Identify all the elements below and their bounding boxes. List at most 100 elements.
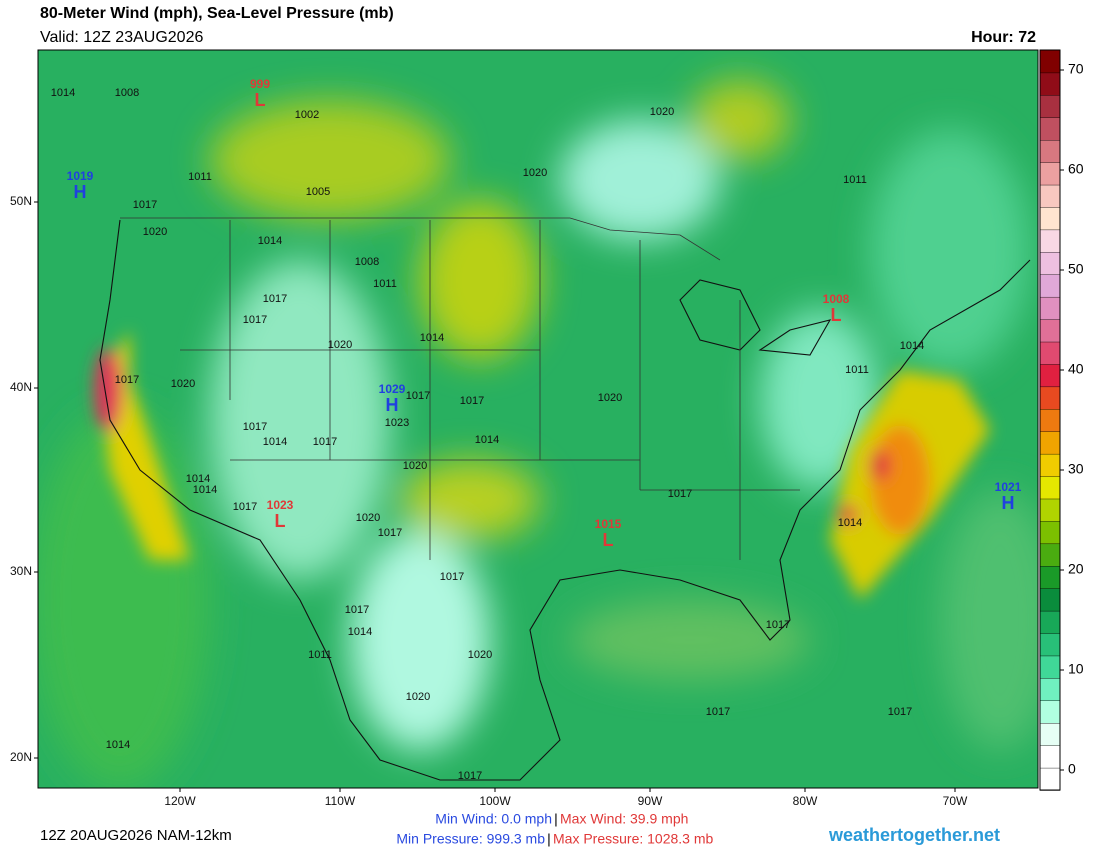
lat-label: 40N	[10, 380, 32, 394]
isobar-label: 1020	[650, 106, 674, 118]
isobar-label: 1008	[355, 256, 379, 268]
colorbar-swatch	[1039, 117, 1061, 141]
isobar-label: 1014	[51, 87, 75, 99]
isobar-label: 1014	[258, 235, 282, 247]
isobar-label: 1017	[766, 619, 790, 631]
colorbar-swatch	[1039, 94, 1061, 118]
isobar-label: 1017	[115, 374, 139, 386]
isobar-label: 1011	[308, 649, 332, 661]
isobar-label: 1017	[263, 293, 287, 305]
colorbar-swatch	[1039, 184, 1061, 208]
colorbar-swatch	[1039, 475, 1061, 500]
colorbar-swatch	[1039, 49, 1061, 74]
lon-label: 80W	[793, 794, 818, 808]
isobar-label: 1005	[306, 186, 330, 198]
isobar-label: 1020	[403, 460, 427, 472]
center-symbol: L	[603, 530, 614, 550]
colorbar-swatch	[1039, 677, 1061, 702]
isobar-label: 1017	[440, 571, 464, 583]
colorbar-tick-label: 30	[1068, 461, 1084, 477]
colorbar-swatch	[1039, 632, 1061, 657]
colorbar-tick-label: 70	[1068, 61, 1084, 77]
isobar-label: 1017	[888, 706, 912, 718]
isobar-label: 1017	[313, 436, 337, 448]
isobar-label: 1011	[188, 171, 212, 183]
center-pressure: 1021	[995, 480, 1022, 494]
colorbar-swatch	[1039, 72, 1061, 96]
center-pressure: 1015	[595, 517, 622, 531]
isobar-label: 1014	[186, 473, 210, 485]
colorbar-swatch	[1039, 431, 1061, 455]
colorbar-swatch	[1039, 296, 1061, 320]
isobar-label: 1020	[598, 392, 622, 404]
colorbar-swatch	[1039, 655, 1061, 679]
center-pressure: 1008	[823, 292, 850, 306]
isobar-label: 1014	[838, 517, 862, 529]
map-frame	[37, 49, 1039, 789]
isobar-label: 1014	[348, 626, 372, 638]
colorbar-swatch	[1039, 161, 1061, 186]
max-wind: Max Wind: 39.9 mph	[560, 811, 688, 827]
isobar-label: 1011	[373, 278, 397, 290]
colorbar-frame	[1039, 49, 1061, 791]
colorbar-swatch	[1039, 744, 1061, 769]
colorbar-swatch	[1039, 363, 1061, 388]
separator: |	[554, 811, 558, 827]
map-field	[38, 50, 1038, 788]
max-pressure: Max Pressure: 1028.3 mb	[553, 831, 714, 847]
colorbar-tick-label: 50	[1068, 261, 1084, 277]
isobar-label: 1014	[263, 436, 287, 448]
center-symbol: L	[255, 90, 266, 110]
center-pressure: 1019	[67, 169, 94, 183]
lon-label: 120W	[164, 794, 196, 808]
isobar-label: 1014	[900, 340, 924, 352]
colorbar-swatch	[1039, 341, 1061, 365]
center-pressure: 1029	[379, 382, 406, 396]
isobar-label: 1017	[133, 199, 157, 211]
center-symbol: L	[275, 511, 286, 531]
lon-label: 90W	[638, 794, 663, 808]
valid-time: Valid: 12Z 23AUG2026	[40, 29, 203, 46]
isobar-label: 1020	[356, 512, 380, 524]
colorbar-tick-label: 20	[1068, 561, 1084, 577]
colorbar-tick-label: 60	[1068, 161, 1084, 177]
colorbar-swatch	[1039, 767, 1061, 791]
isobar-label: 1020	[143, 226, 167, 238]
isobar-label: 1011	[843, 174, 867, 186]
lon-label: 70W	[943, 794, 968, 808]
isobar-label: 1011	[845, 364, 869, 376]
isobar-label: 1017	[378, 527, 402, 539]
colorbar-swatch	[1039, 206, 1061, 231]
isobar-label: 1014	[475, 434, 499, 446]
lat-label: 50N	[10, 194, 32, 208]
isobar-label: 1017	[243, 421, 267, 433]
lat-label: 20N	[10, 750, 32, 764]
colorbar-swatch	[1039, 408, 1061, 432]
colorbar-swatch	[1039, 274, 1061, 298]
isobar-label: 1017	[233, 501, 257, 513]
colorbar-swatch	[1039, 700, 1061, 724]
center-pressure: 1023	[267, 498, 294, 512]
colorbar-tick-label: 40	[1068, 361, 1084, 377]
isobar-label: 1017	[668, 488, 692, 500]
isobar-label: 1020	[523, 167, 547, 179]
separator: |	[547, 831, 551, 847]
forecast-hour: Hour: 72	[971, 29, 1036, 46]
isobar-label: 1017	[706, 706, 730, 718]
colorbar-tick-label: 10	[1068, 661, 1084, 677]
colorbar-swatch	[1039, 139, 1061, 163]
isobar-label: 1017	[345, 604, 369, 616]
center-symbol: H	[386, 395, 399, 415]
center-symbol: H	[1002, 493, 1015, 513]
min-pressure: Min Pressure: 999.3 mb	[396, 831, 545, 847]
coastline	[99, 219, 1031, 781]
colorbar-swatch	[1039, 318, 1061, 343]
min-wind: Min Wind: 0.0 mph	[435, 811, 552, 827]
center-symbol: H	[74, 182, 87, 202]
isobar-label: 1017	[243, 314, 267, 326]
isobar-label: 1014	[420, 332, 444, 344]
colorbar-swatch	[1039, 543, 1061, 567]
lon-label: 110W	[325, 794, 356, 808]
lat-label: 30N	[10, 564, 32, 578]
